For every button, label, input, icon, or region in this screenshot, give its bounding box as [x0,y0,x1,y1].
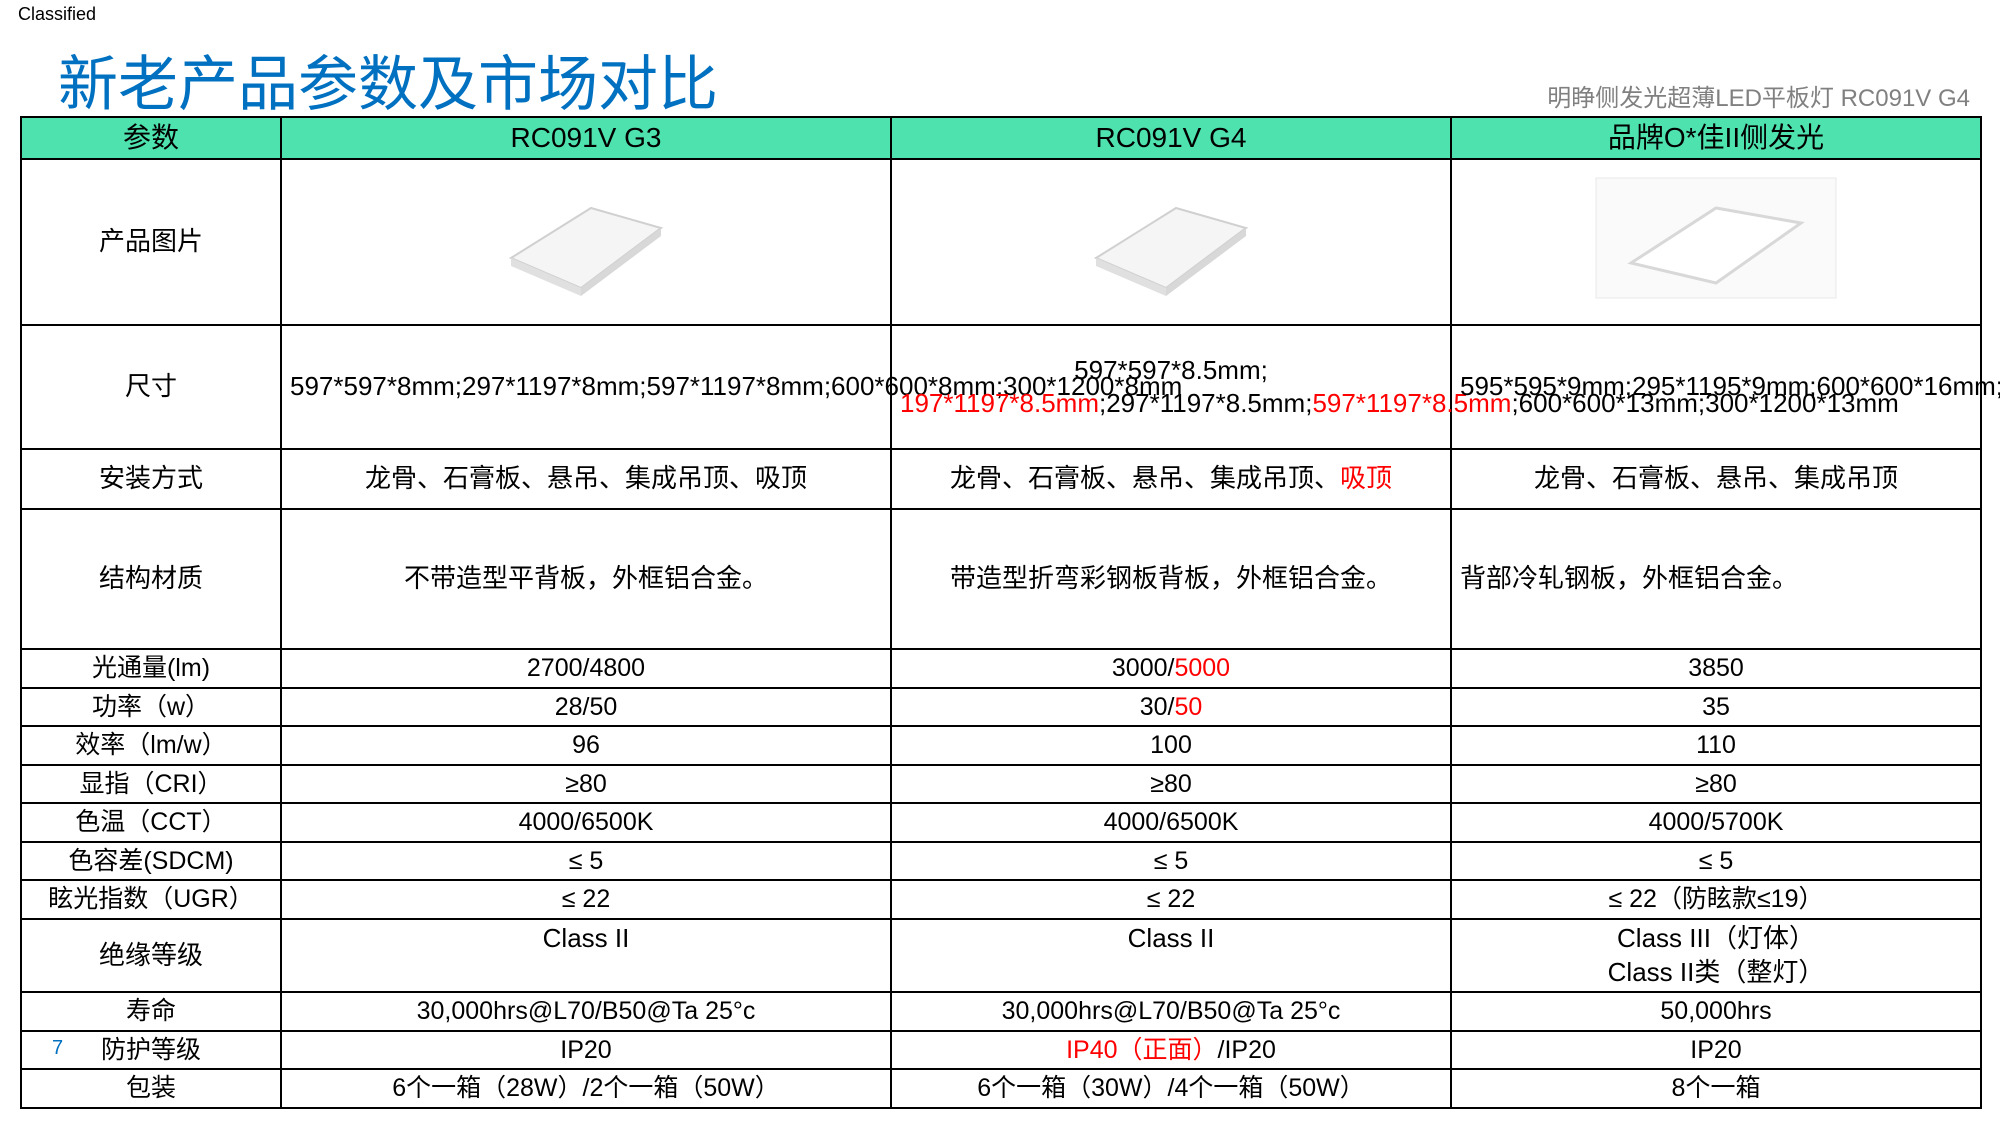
cell-cct-1: 4000/6500K [281,803,891,842]
cell-dim-1: 597*597*8mm;297*1197*8mm;597*1197*8mm;60… [281,325,891,449]
row-pack: 包装 6个一箱（28W）/2个一箱（50W） 6个一箱（30W）/4个一箱（50… [21,1069,1981,1108]
cell-ugr-1: ≤ 22 [281,880,891,919]
row-install: 安装方式 龙骨、石膏板、悬吊、集成吊顶、吸顶 龙骨、石膏板、悬吊、集成吊顶、吸顶… [21,449,1981,509]
cell-flux-3: 3850 [1451,649,1981,688]
header-col3: 品牌O*佳II侧发光 [1451,117,1981,159]
row-life: 寿命 30,000hrs@L70/B50@Ta 25°c 30,000hrs@L… [21,992,1981,1031]
cell-sdcm-3: ≤ 5 [1451,842,1981,881]
row-eff: 效率（lm/w） 96 100 110 [21,726,1981,765]
cell-ip-3: IP20 [1451,1031,1981,1070]
cell-pack-3: 8个一箱 [1451,1069,1981,1108]
cell-cri-3: ≥80 [1451,765,1981,804]
comparison-table: 参数 RC091V G3 RC091V G4 品牌O*佳II侧发光 产品图片 [20,116,1982,1109]
cell-sdcm-2: ≤ 5 [891,842,1451,881]
label-ip: 防护等级 [21,1031,281,1070]
cell-ugr-2: ≤ 22 [891,880,1451,919]
cell-cct-3: 4000/5700K [1451,803,1981,842]
label-cct: 色温（CCT） [21,803,281,842]
row-sdcm: 色容差(SDCM) ≤ 5 ≤ 5 ≤ 5 [21,842,1981,881]
cell-ins-1: Class II [281,919,891,993]
cell-eff-1: 96 [281,726,891,765]
label-install: 安装方式 [21,449,281,509]
cell-install-2: 龙骨、石膏板、悬吊、集成吊顶、吸顶 [891,449,1451,509]
row-flux: 光通量(lm) 2700/4800 3000/5000 3850 [21,649,1981,688]
header-col1: RC091V G3 [281,117,891,159]
cell-img-2 [891,159,1451,325]
cell-cct-2: 4000/6500K [891,803,1451,842]
cell-life-3: 50,000hrs [1451,992,1981,1031]
row-power: 功率（w） 28/50 30/50 35 [21,688,1981,727]
cell-struct-1: 不带造型平背板，外框铝合金。 [281,509,891,649]
page-title: 新老产品参数及市场对比 [58,36,718,123]
label-struct: 结构材质 [21,509,281,649]
header-param: 参数 [21,117,281,159]
label-flux: 光通量(lm) [21,649,281,688]
cell-struct-3: 背部冷轧钢板，外框铝合金。 [1451,509,1981,649]
row-image: 产品图片 [21,159,1981,325]
cell-install-1: 龙骨、石膏板、悬吊、集成吊顶、吸顶 [281,449,891,509]
row-ugr: 眩光指数（UGR） ≤ 22 ≤ 22 ≤ 22（防眩款≤19） [21,880,1981,919]
product-image-icon [481,168,691,308]
label-ugr: 眩光指数（UGR） [21,880,281,919]
cell-life-1: 30,000hrs@L70/B50@Ta 25°c [281,992,891,1031]
label-dim: 尺寸 [21,325,281,449]
row-cct: 色温（CCT） 4000/6500K 4000/6500K 4000/5700K [21,803,1981,842]
label-ins: 绝缘等级 [21,919,281,993]
label-power: 功率（w） [21,688,281,727]
cell-power-1: 28/50 [281,688,891,727]
cell-life-2: 30,000hrs@L70/B50@Ta 25°c [891,992,1451,1031]
product-image-icon [1586,168,1846,308]
cell-install-3: 龙骨、石膏板、悬吊、集成吊顶 [1451,449,1981,509]
row-structure: 结构材质 不带造型平背板，外框铝合金。 带造型折弯彩钢板背板，外框铝合金。 背部… [21,509,1981,649]
cell-flux-1: 2700/4800 [281,649,891,688]
cell-pack-2: 6个一箱（30W）/4个一箱（50W） [891,1069,1451,1108]
row-ip: 防护等级 IP20 IP40（正面）/IP20 IP20 [21,1031,1981,1070]
cell-power-2: 30/50 [891,688,1451,727]
label-life: 寿命 [21,992,281,1031]
cell-img-3 [1451,159,1981,325]
header-col2: RC091V G4 [891,117,1451,159]
row-cri: 显指（CRI） ≥80 ≥80 ≥80 [21,765,1981,804]
product-image-icon [1066,168,1276,308]
cell-dim-3: 595*595*9mm;295*1195*9mm;600*600*16mm;30… [1451,325,1981,449]
cell-dim-2: 597*597*8.5mm; 197*1197*8.5mm;297*1197*8… [891,325,1451,449]
cell-pack-1: 6个一箱（28W）/2个一箱（50W） [281,1069,891,1108]
cell-ip-2: IP40（正面）/IP20 [891,1031,1451,1070]
cell-struct-2: 带造型折弯彩钢板背板，外框铝合金。 [891,509,1451,649]
table-header-row: 参数 RC091V G3 RC091V G4 品牌O*佳II侧发光 [21,117,1981,159]
label-pack: 包装 [21,1069,281,1108]
cell-eff-3: 110 [1451,726,1981,765]
cell-ip-1: IP20 [281,1031,891,1070]
row-insulation: 绝缘等级 Class II Class II Class III（灯体）Clas… [21,919,1981,993]
cell-cri-2: ≥80 [891,765,1451,804]
label-cri: 显指（CRI） [21,765,281,804]
label-image: 产品图片 [21,159,281,325]
cell-ugr-3: ≤ 22（防眩款≤19） [1451,880,1981,919]
cell-ins-2: Class II [891,919,1451,993]
classified-label: Classified [18,4,96,25]
cell-ins-3: Class III（灯体）Class II类（整灯） [1451,919,1981,993]
cell-cri-1: ≥80 [281,765,891,804]
cell-power-3: 35 [1451,688,1981,727]
cell-sdcm-1: ≤ 5 [281,842,891,881]
cell-img-1 [281,159,891,325]
label-eff: 效率（lm/w） [21,726,281,765]
cell-eff-2: 100 [891,726,1451,765]
cell-flux-2: 3000/5000 [891,649,1451,688]
row-dimensions: 尺寸 597*597*8mm;297*1197*8mm;597*1197*8mm… [21,325,1981,449]
label-sdcm: 色容差(SDCM) [21,842,281,881]
page-subtitle: 明睁侧发光超薄LED平板灯 RC091V G4 [1547,78,1970,113]
